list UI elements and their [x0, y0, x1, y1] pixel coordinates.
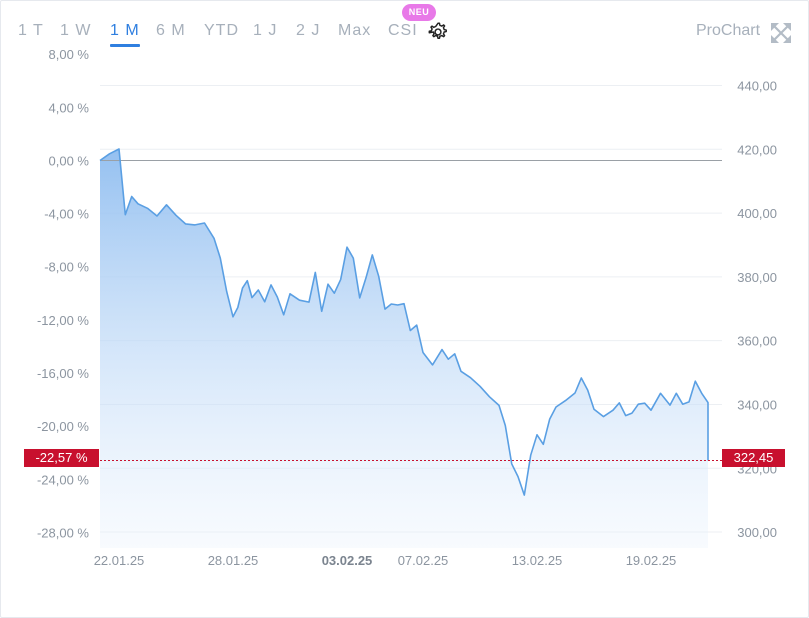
- tab-max[interactable]: Max: [338, 22, 372, 39]
- tab-ytd[interactable]: YTD: [204, 22, 239, 39]
- x-axis-tick-label: 22.01.25: [94, 553, 145, 568]
- tab-1-day[interactable]: 1 T: [18, 22, 44, 39]
- left-axis-tick-label: 4,00 %: [49, 100, 90, 115]
- last-price-label: 322,45: [734, 450, 774, 465]
- right-axis-tick-label: 300,00: [737, 525, 777, 540]
- left-axis-tick-label: -8,00 %: [44, 260, 89, 275]
- last-percent-marker: -22,57 %: [24, 449, 99, 467]
- x-axis-tick-label: 13.02.25: [512, 553, 563, 568]
- left-axis-tick-label: -4,00 %: [44, 207, 89, 222]
- new-badge: NEU: [402, 4, 436, 21]
- x-axis-tick-label: 19.02.25: [626, 553, 677, 568]
- left-axis-tick-label: -28,00 %: [37, 525, 89, 540]
- expand-arrows-icon[interactable]: [770, 22, 792, 44]
- left-axis: 8,00 % 4,00 % 0,00 % -4,00 % -8,00 % -12,00 %…: [37, 47, 89, 540]
- left-axis-tick-label: -20,00 %: [37, 419, 89, 434]
- left-axis-tick-label: 0,00 %: [49, 153, 90, 168]
- gear-icon[interactable]: [427, 21, 449, 43]
- tab-6-months[interactable]: 6 M: [156, 22, 186, 39]
- right-axis-tick-label: 440,00: [737, 79, 777, 94]
- right-axis-tick-label: 400,00: [737, 206, 777, 221]
- price-line: [99, 148, 709, 496]
- left-axis-tick-label: -12,00 %: [37, 313, 89, 328]
- left-axis-tick-label: -16,00 %: [37, 366, 89, 381]
- prochart-link[interactable]: ProChart: [696, 22, 761, 39]
- last-percent-label: -22,57 %: [35, 450, 87, 465]
- last-price-marker: 322,45: [722, 449, 785, 467]
- x-axis-tick-label: 28.01.25: [208, 553, 259, 568]
- right-axis: 440,00420,00400,00380,00360,00340,00320,…: [737, 79, 777, 541]
- right-axis-tick-label: 360,00: [737, 334, 777, 349]
- right-axis-tick-label: 420,00: [737, 142, 777, 157]
- price-area: [100, 149, 708, 548]
- right-axis-tick-label: 380,00: [737, 270, 777, 285]
- tab-1-month[interactable]: 1 M: [110, 22, 140, 47]
- tab-2-years[interactable]: 2 J: [296, 22, 321, 39]
- tab-csi[interactable]: CSI: [388, 22, 418, 39]
- left-axis-tick-label: 8,00 %: [49, 47, 90, 62]
- tab-1-year[interactable]: 1 J: [253, 22, 278, 39]
- x-axis-tick-label: 07.02.25: [398, 553, 449, 568]
- right-axis-tick-label: 340,00: [737, 397, 777, 412]
- x-axis-tick-label: 03.02.25: [322, 553, 373, 568]
- left-axis-tick-label: -24,00 %: [37, 472, 89, 487]
- tab-1-week[interactable]: 1 W: [60, 22, 92, 39]
- x-axis: 22.01.25 28.01.25 03.02.25 07.02.25 13.02.25…: [94, 553, 677, 568]
